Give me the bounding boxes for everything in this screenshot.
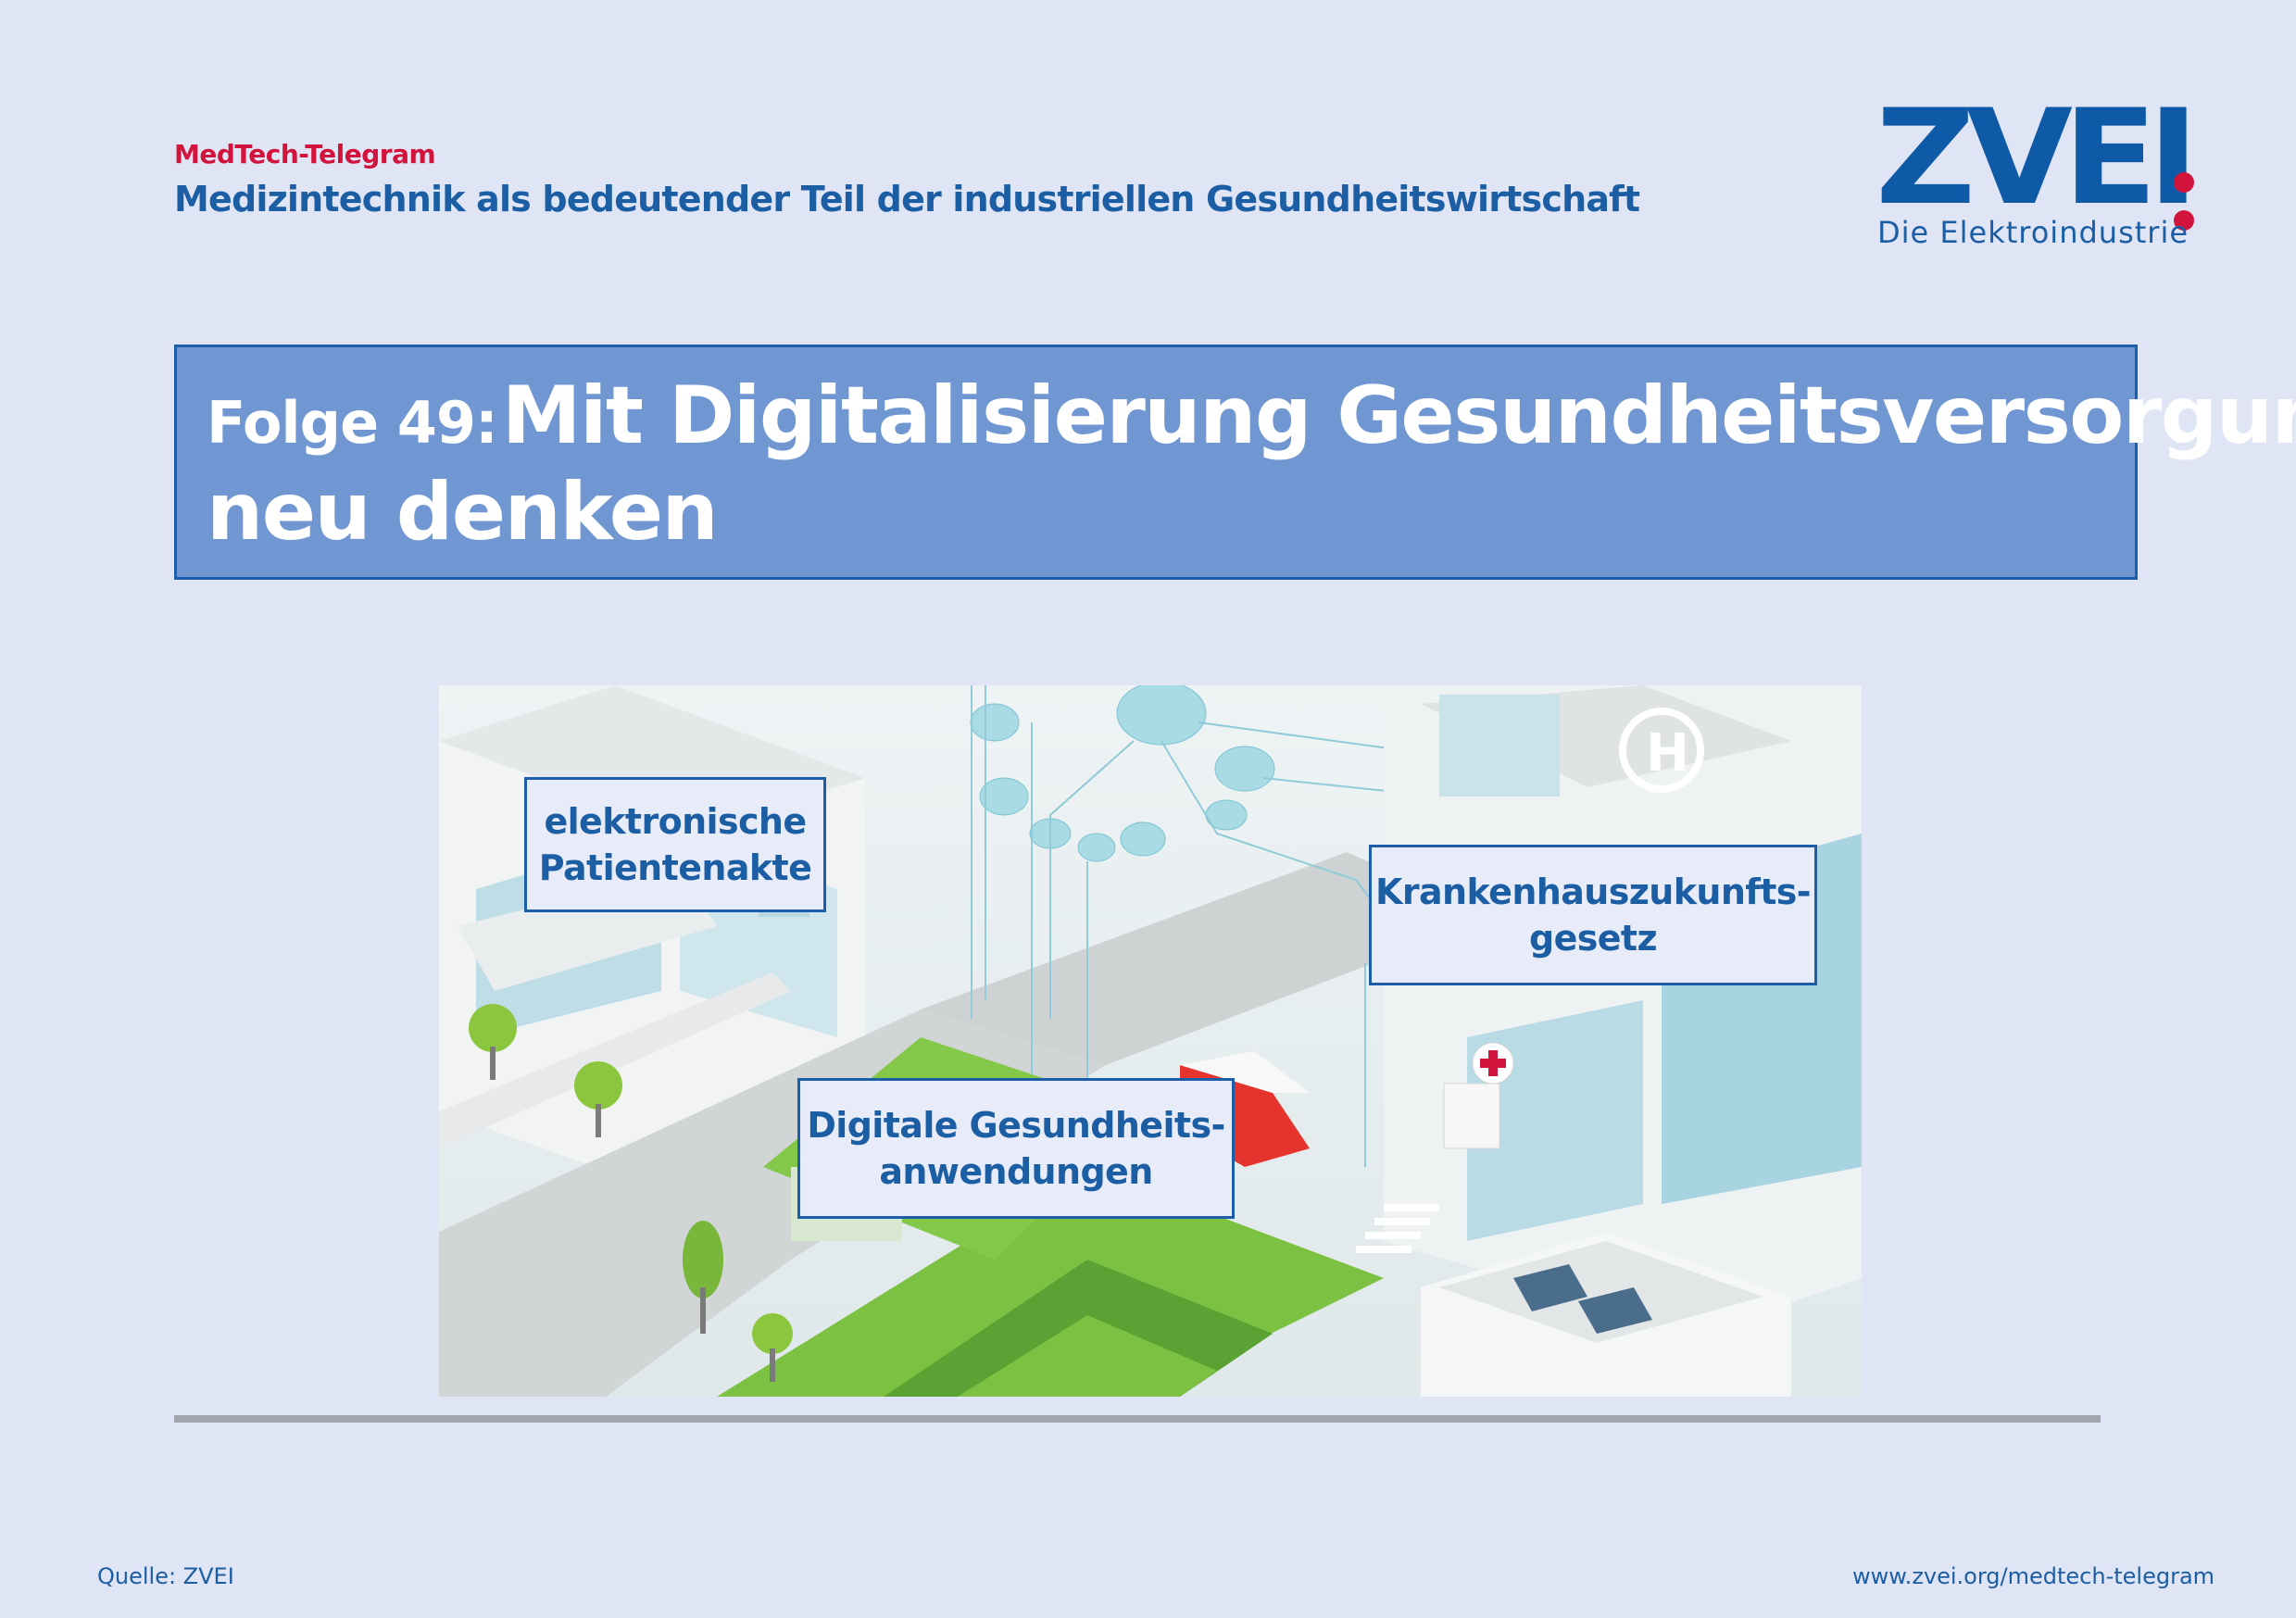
header-subtitle: Medizintechnik als bedeutender Teil der … <box>174 179 1640 219</box>
title-line-2: neu denken <box>207 466 719 558</box>
title-banner: Folge 49: Mit Digitalisierung Gesundheit… <box>174 345 2296 580</box>
title-main-text: Mit Digitalisierung Gesundheitsversorgun… <box>501 370 2296 462</box>
pharmacy-building <box>1421 1232 1791 1397</box>
callout-khzg-line-2: gesetz <box>1528 918 1658 959</box>
callout-khzg-line-1: Krankenhauszukunfts- <box>1375 872 1812 912</box>
logo-tagline: Die Elektroindustrie <box>1877 215 2189 250</box>
source-note: Quelle: ZVEI <box>97 1563 234 1589</box>
callout-hospital-future-act: Krankenhauszukunfts- gesetz <box>1369 845 1817 985</box>
kicker-label: MedTech-Telegram <box>174 139 436 169</box>
footer-url-link[interactable]: www.zvei.org/medtech-telegram <box>1852 1563 2215 1589</box>
callout-epa-line-1: elektronische <box>544 801 807 842</box>
logo-wordmark: ZVEI <box>1876 82 2199 234</box>
zvei-logo: ZVEI Die Elektroindustrie <box>1876 93 2209 259</box>
callout-electronic-patient-record: elektronische Patientenakte <box>524 777 826 912</box>
hospital-building: H <box>1384 685 1862 1334</box>
callout-diga-line-1: Digitale Gesundheits- <box>807 1105 1225 1146</box>
callout-digital-health-apps: Digitale Gesundheits- anwendungen <box>797 1078 1235 1219</box>
title-line-1: Folge 49: Mit Digitalisierung Gesundheit… <box>207 370 2296 462</box>
helipad-h-icon: H <box>1646 723 1689 784</box>
crosswalk <box>1356 1204 1439 1253</box>
logo-colon-icon <box>2174 132 2194 233</box>
episode-number: Folge 49: <box>207 389 498 457</box>
callout-epa-line-2: Patientenakte <box>538 847 812 888</box>
callout-diga-line-2: anwendungen <box>879 1151 1153 1192</box>
divider-rule <box>174 1415 2101 1423</box>
